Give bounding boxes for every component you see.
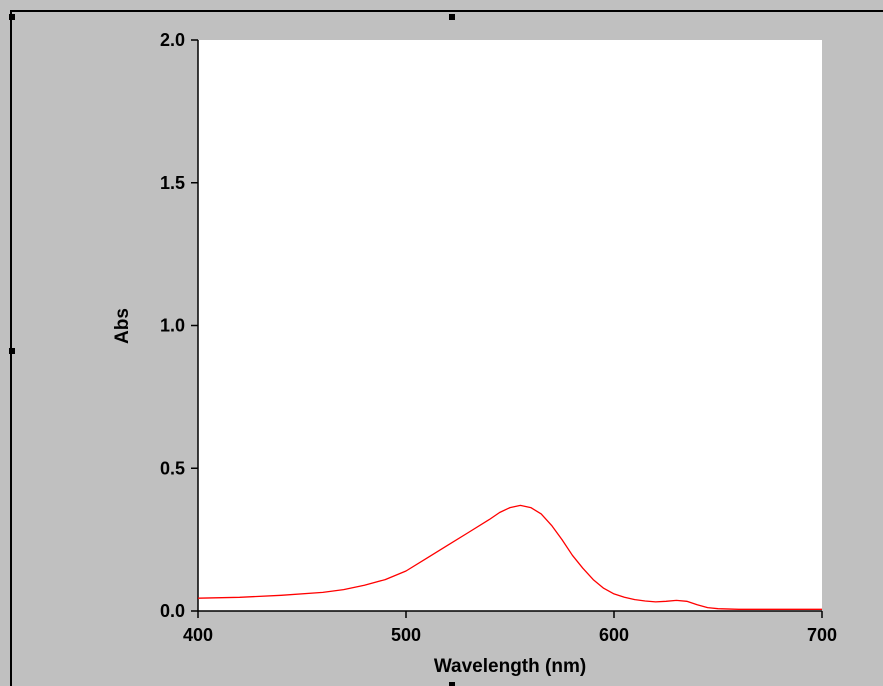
frame-top-border [10,10,883,12]
y-tick-label: 1.0 [160,316,185,336]
series-layer [197,504,822,610]
resize-handle-middle-left[interactable] [9,348,15,354]
y-axis-title: Abs [112,308,133,344]
absorbance-series-line [197,504,822,610]
resize-handle-top-left[interactable] [9,14,15,20]
x-axis: 400 500 600 700 [183,611,837,645]
plot-area [198,40,822,611]
y-tick-label: 1.5 [160,173,185,193]
resize-handle-top-center[interactable] [449,14,455,20]
x-tick-label: 400 [183,625,213,645]
y-axis: 0.0 0.5 1.0 1.5 2.0 [160,30,198,621]
resize-handle-bottom-center[interactable] [449,682,455,686]
x-tick-label: 600 [599,625,629,645]
x-tick-label: 500 [391,625,421,645]
y-tick-label: 0.5 [160,458,185,478]
y-tick-label: 2.0 [160,30,185,50]
y-tick-label: 0.0 [160,601,185,621]
x-axis-title: Wavelength (nm) [434,656,586,677]
x-tick-label: 700 [807,625,837,645]
